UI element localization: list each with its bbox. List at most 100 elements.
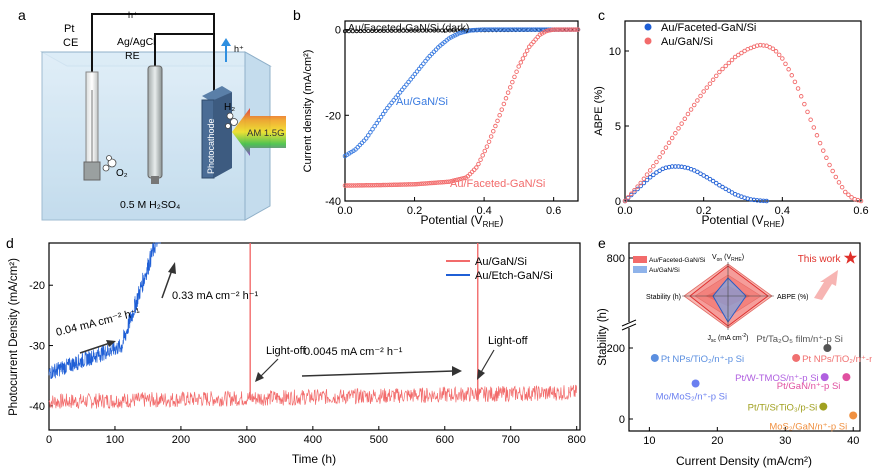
b-series1-point [429, 51, 435, 57]
b-series2-point [480, 153, 485, 158]
d-xtick-label: 0 [46, 434, 52, 446]
b-series2-point [461, 175, 466, 181]
radar-legend-marker-1 [633, 266, 647, 273]
c-series1-point [638, 180, 643, 186]
b-series2-point [495, 118, 500, 124]
b-series1-point [363, 136, 369, 141]
b-series1-point [408, 77, 413, 82]
d-xtick-label: 500 [370, 434, 388, 446]
b-series0-point [447, 28, 452, 33]
b-series1-point [423, 58, 428, 64]
c-series0-point [669, 164, 675, 169]
e-point-this-work [843, 251, 858, 264]
c-series1-point [666, 140, 672, 146]
c-series1-point [641, 176, 647, 182]
c-series1-point [695, 98, 700, 103]
c-series1-point [704, 85, 710, 90]
b-series2-point [442, 179, 447, 185]
axes-c: 0.0 0.2 0.4 0.6 0 5 10 [609, 46, 869, 217]
axes-d: 0 100 200 300 400 500 600 700 800 -20 -30 -40 [29, 280, 586, 446]
b-series1-point [510, 27, 515, 32]
b-series1-point [478, 27, 483, 33]
b-series2-point [419, 181, 424, 187]
b-series1-point [376, 117, 382, 123]
b-series0-point [397, 28, 402, 33]
pt-mesh [83, 161, 101, 181]
b-series1-point [389, 100, 394, 106]
lightoff1-arrow [255, 372, 264, 382]
h2-bubble [226, 112, 234, 120]
b-series2-point [510, 79, 515, 85]
b-series2-point [344, 183, 350, 188]
e-point [819, 402, 828, 411]
c-series1-point [802, 101, 807, 107]
b-series0-point [401, 28, 406, 33]
radar-inset: Au/Faceted-GaN/Si Au/GaN/Si Von (VRHE) A… [633, 254, 809, 344]
label-au-faceted-b: Au/Faceted-GaN/Si [450, 178, 545, 190]
b-series2-point [486, 139, 492, 144]
b-series1-point [493, 27, 498, 32]
c-series1-point [660, 150, 666, 155]
c-series1-point [679, 121, 684, 126]
c-series1-point [676, 126, 681, 131]
e-point [823, 344, 832, 352]
b-series2-point [359, 183, 365, 188]
rate2-arrow [168, 262, 176, 274]
b-series1-point [459, 30, 464, 35]
d-xtick-label: 300 [238, 434, 256, 446]
b-series0-point [440, 28, 445, 33]
hplus-right-label: h⁺ [234, 44, 244, 54]
b-series1-point [484, 27, 490, 32]
b-series2-point [385, 182, 390, 188]
c-series1-point [792, 79, 798, 85]
b-series2-point [427, 180, 432, 186]
b-series1-point [357, 142, 363, 148]
b-series1-point [486, 27, 492, 32]
c-series0-point [651, 172, 656, 178]
plot-frame-c [624, 20, 862, 202]
plot-frame-d [48, 242, 581, 431]
c-series0-point [714, 180, 719, 186]
b-series2-point [558, 27, 564, 32]
b-series2-point [440, 179, 445, 185]
c-series1-point [726, 60, 732, 66]
c-series1-point [773, 49, 779, 54]
b-series2-point [459, 176, 464, 181]
b-series2-point [397, 182, 403, 187]
rate1-arrow [106, 340, 116, 347]
c-series1-point [824, 155, 829, 161]
b-series2-point [404, 182, 409, 187]
legend-marker-c1 [644, 37, 652, 45]
c-series1-point [739, 50, 744, 56]
rate2-label: 0.33 mA cm⁻² h⁻¹ [172, 290, 259, 302]
b-series1-point [488, 27, 494, 32]
b-series0-point [362, 28, 367, 34]
b-series0-point [393, 28, 398, 33]
b-series1-point [543, 27, 549, 32]
b-series1-point [491, 27, 496, 32]
c-series1-point [651, 163, 656, 169]
b-series2-point [522, 52, 528, 57]
b-series2-point [382, 182, 388, 188]
c-series1-point [714, 73, 719, 79]
b-series2-point [563, 27, 568, 32]
b-series1-point [503, 27, 509, 32]
h2-label: H₂ [224, 102, 235, 113]
b-series1-point [520, 27, 526, 32]
c-series0-point [764, 198, 769, 204]
e-point-label: Pt/Ti/SrTiO₃/p-Si [748, 403, 818, 414]
e-xtick-label: 40 [847, 435, 859, 447]
panel-label-b: b [293, 7, 301, 23]
c-series1-point [710, 77, 716, 83]
c-series1-point [858, 198, 864, 204]
b-series2-point [556, 27, 562, 32]
b-series2-point [552, 27, 557, 32]
b-series2-point [469, 169, 475, 175]
b-series2-point [507, 85, 513, 90]
c-series1-point [654, 159, 659, 165]
c-series1-point [843, 189, 848, 195]
b-series2-point [505, 90, 511, 95]
d-series0-line [48, 384, 578, 410]
b-series2-point [474, 165, 479, 170]
c-series1-point [701, 89, 706, 94]
